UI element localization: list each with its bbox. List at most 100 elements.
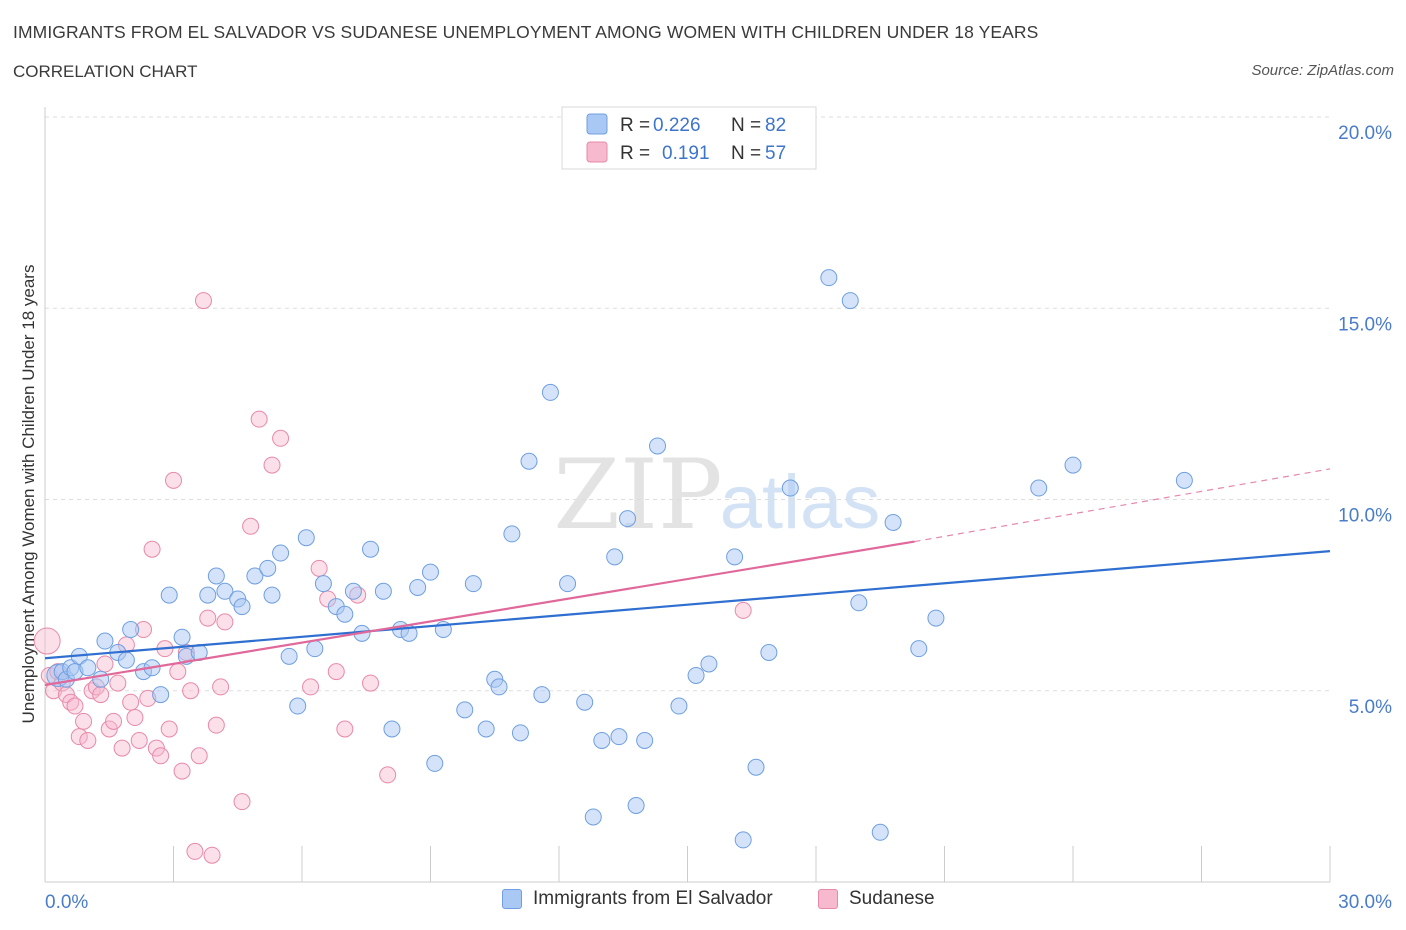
sudanese-point xyxy=(152,747,170,765)
sudanese-trend-extension xyxy=(914,468,1331,543)
legend-label-el-salvador: Immigrants from El Salvador xyxy=(533,888,773,909)
el-salvador-point xyxy=(289,697,307,715)
sudanese-point xyxy=(169,663,187,681)
el-salvador-point xyxy=(314,575,332,593)
sudanese-point xyxy=(130,731,148,749)
sudanese-point xyxy=(242,517,260,535)
el-salvador-point xyxy=(306,640,324,658)
sudanese-point xyxy=(194,292,212,310)
el-salvador-point xyxy=(559,575,577,593)
y-tick-labels: 5.0% 10.0% 15.0% 20.0% xyxy=(1338,123,1392,718)
el-salvador-point xyxy=(490,678,508,696)
trend-lines xyxy=(44,468,1331,687)
el-salvador-point xyxy=(520,452,538,470)
sudanese-point xyxy=(216,613,234,631)
x-tick-label: 30.0% xyxy=(1338,892,1392,913)
sudanese-point xyxy=(734,601,752,619)
el-salvador-point xyxy=(92,670,110,688)
el-salvador-point xyxy=(160,586,178,604)
el-salvador-point xyxy=(422,563,439,581)
el-salvador-point xyxy=(619,510,637,528)
sudanese-point xyxy=(302,678,320,696)
el-salvador-point xyxy=(362,540,380,558)
sudanese-point xyxy=(272,429,290,447)
el-salvador-point xyxy=(511,724,529,742)
el-salvador-trend-line xyxy=(44,550,1331,660)
el-salvador-point xyxy=(96,632,114,650)
legend-swatch-sudanese xyxy=(586,141,608,163)
el-salvador-point xyxy=(152,686,170,704)
el-salvador-point xyxy=(760,644,778,661)
chart-subtitle: CORRELATION CHART xyxy=(13,62,198,81)
el-salvador-point xyxy=(841,292,859,310)
el-salvador-point xyxy=(687,666,705,684)
axes xyxy=(44,107,1331,883)
sudanese-trend-line xyxy=(44,540,915,687)
el-salvador-point xyxy=(734,831,752,849)
sudanese-point xyxy=(96,655,114,673)
el-salvador-point xyxy=(610,728,628,746)
legend-label-sudanese: Sudanese xyxy=(849,888,935,909)
el-salvador-point xyxy=(670,697,688,715)
sudanese-point xyxy=(263,456,281,474)
el-salvador-point xyxy=(627,797,645,814)
el-salvador-point xyxy=(344,582,362,600)
el-salvador-point xyxy=(541,383,559,401)
el-salvador-point xyxy=(927,609,945,627)
sudanese-point xyxy=(233,793,251,811)
el-salvador-point xyxy=(426,754,444,772)
sudanese-point xyxy=(250,410,268,428)
y-axis-label: Unemployment Among Women with Children U… xyxy=(19,265,38,724)
el-salvador-point xyxy=(1064,456,1082,474)
el-salvador-point xyxy=(781,479,799,497)
el-salvador-point xyxy=(409,578,427,596)
el-salvador-point xyxy=(263,586,281,604)
sudanese-point xyxy=(173,762,191,780)
el-salvador-point xyxy=(374,582,392,600)
chart-title: IMMIGRANTS FROM EL SALVADOR VS SUDANESE … xyxy=(13,22,1039,42)
sudanese-point xyxy=(165,471,182,489)
el-salvador-point xyxy=(117,651,135,669)
legend-top: R = 0.226 N = 82 R = 0.191 N = 57 xyxy=(561,106,817,170)
el-salvador-point xyxy=(1030,479,1048,497)
x-tick-label: 0.0% xyxy=(45,892,88,913)
el-salvador-point xyxy=(533,686,551,704)
sudanese-point xyxy=(122,693,140,711)
legend-n-label: N = xyxy=(731,143,761,164)
el-salvador-point xyxy=(636,731,654,749)
watermark: ZIP atlas xyxy=(553,439,880,551)
legend-r-value: 0.226 xyxy=(653,115,701,136)
legend-item-sudanese: Sudanese xyxy=(818,888,935,910)
legend-r-value: 0.191 xyxy=(662,143,710,164)
legend-swatch-el-salvador xyxy=(502,889,522,909)
sudanese-point xyxy=(207,716,225,734)
el-salvador-points xyxy=(46,269,1193,849)
legend-item-el-salvador: Immigrants from El Salvador xyxy=(502,888,773,910)
sudanese-point xyxy=(100,720,118,738)
el-salvador-point xyxy=(820,269,838,287)
legend-n-label: N = xyxy=(731,115,761,136)
el-salvador-point xyxy=(272,544,290,562)
el-salvador-point xyxy=(726,548,744,566)
sudanese-point xyxy=(327,663,345,681)
sudanese-point xyxy=(203,846,221,864)
el-salvador-point xyxy=(576,693,594,711)
sudanese-point xyxy=(75,712,93,730)
el-salvador-point xyxy=(233,598,251,616)
x-tick-labels: 0.0% 30.0% xyxy=(45,892,1392,913)
el-salvador-point xyxy=(207,567,225,585)
el-salvador-point xyxy=(606,548,624,566)
y-tick-label: 5.0% xyxy=(1349,697,1392,718)
el-salvador-point xyxy=(280,647,298,665)
sudanese-point xyxy=(160,720,178,738)
legend-swatch-sudanese xyxy=(818,889,838,909)
sudanese-point xyxy=(199,609,217,627)
el-salvador-point xyxy=(199,586,217,604)
sudanese-point xyxy=(113,739,131,757)
el-salvador-point xyxy=(297,529,315,547)
y-tick-label: 20.0% xyxy=(1338,123,1392,144)
source-label: Source: ZipAtlas.com xyxy=(1251,62,1394,79)
y-tick-label: 15.0% xyxy=(1338,314,1392,335)
el-salvador-point xyxy=(477,720,495,738)
